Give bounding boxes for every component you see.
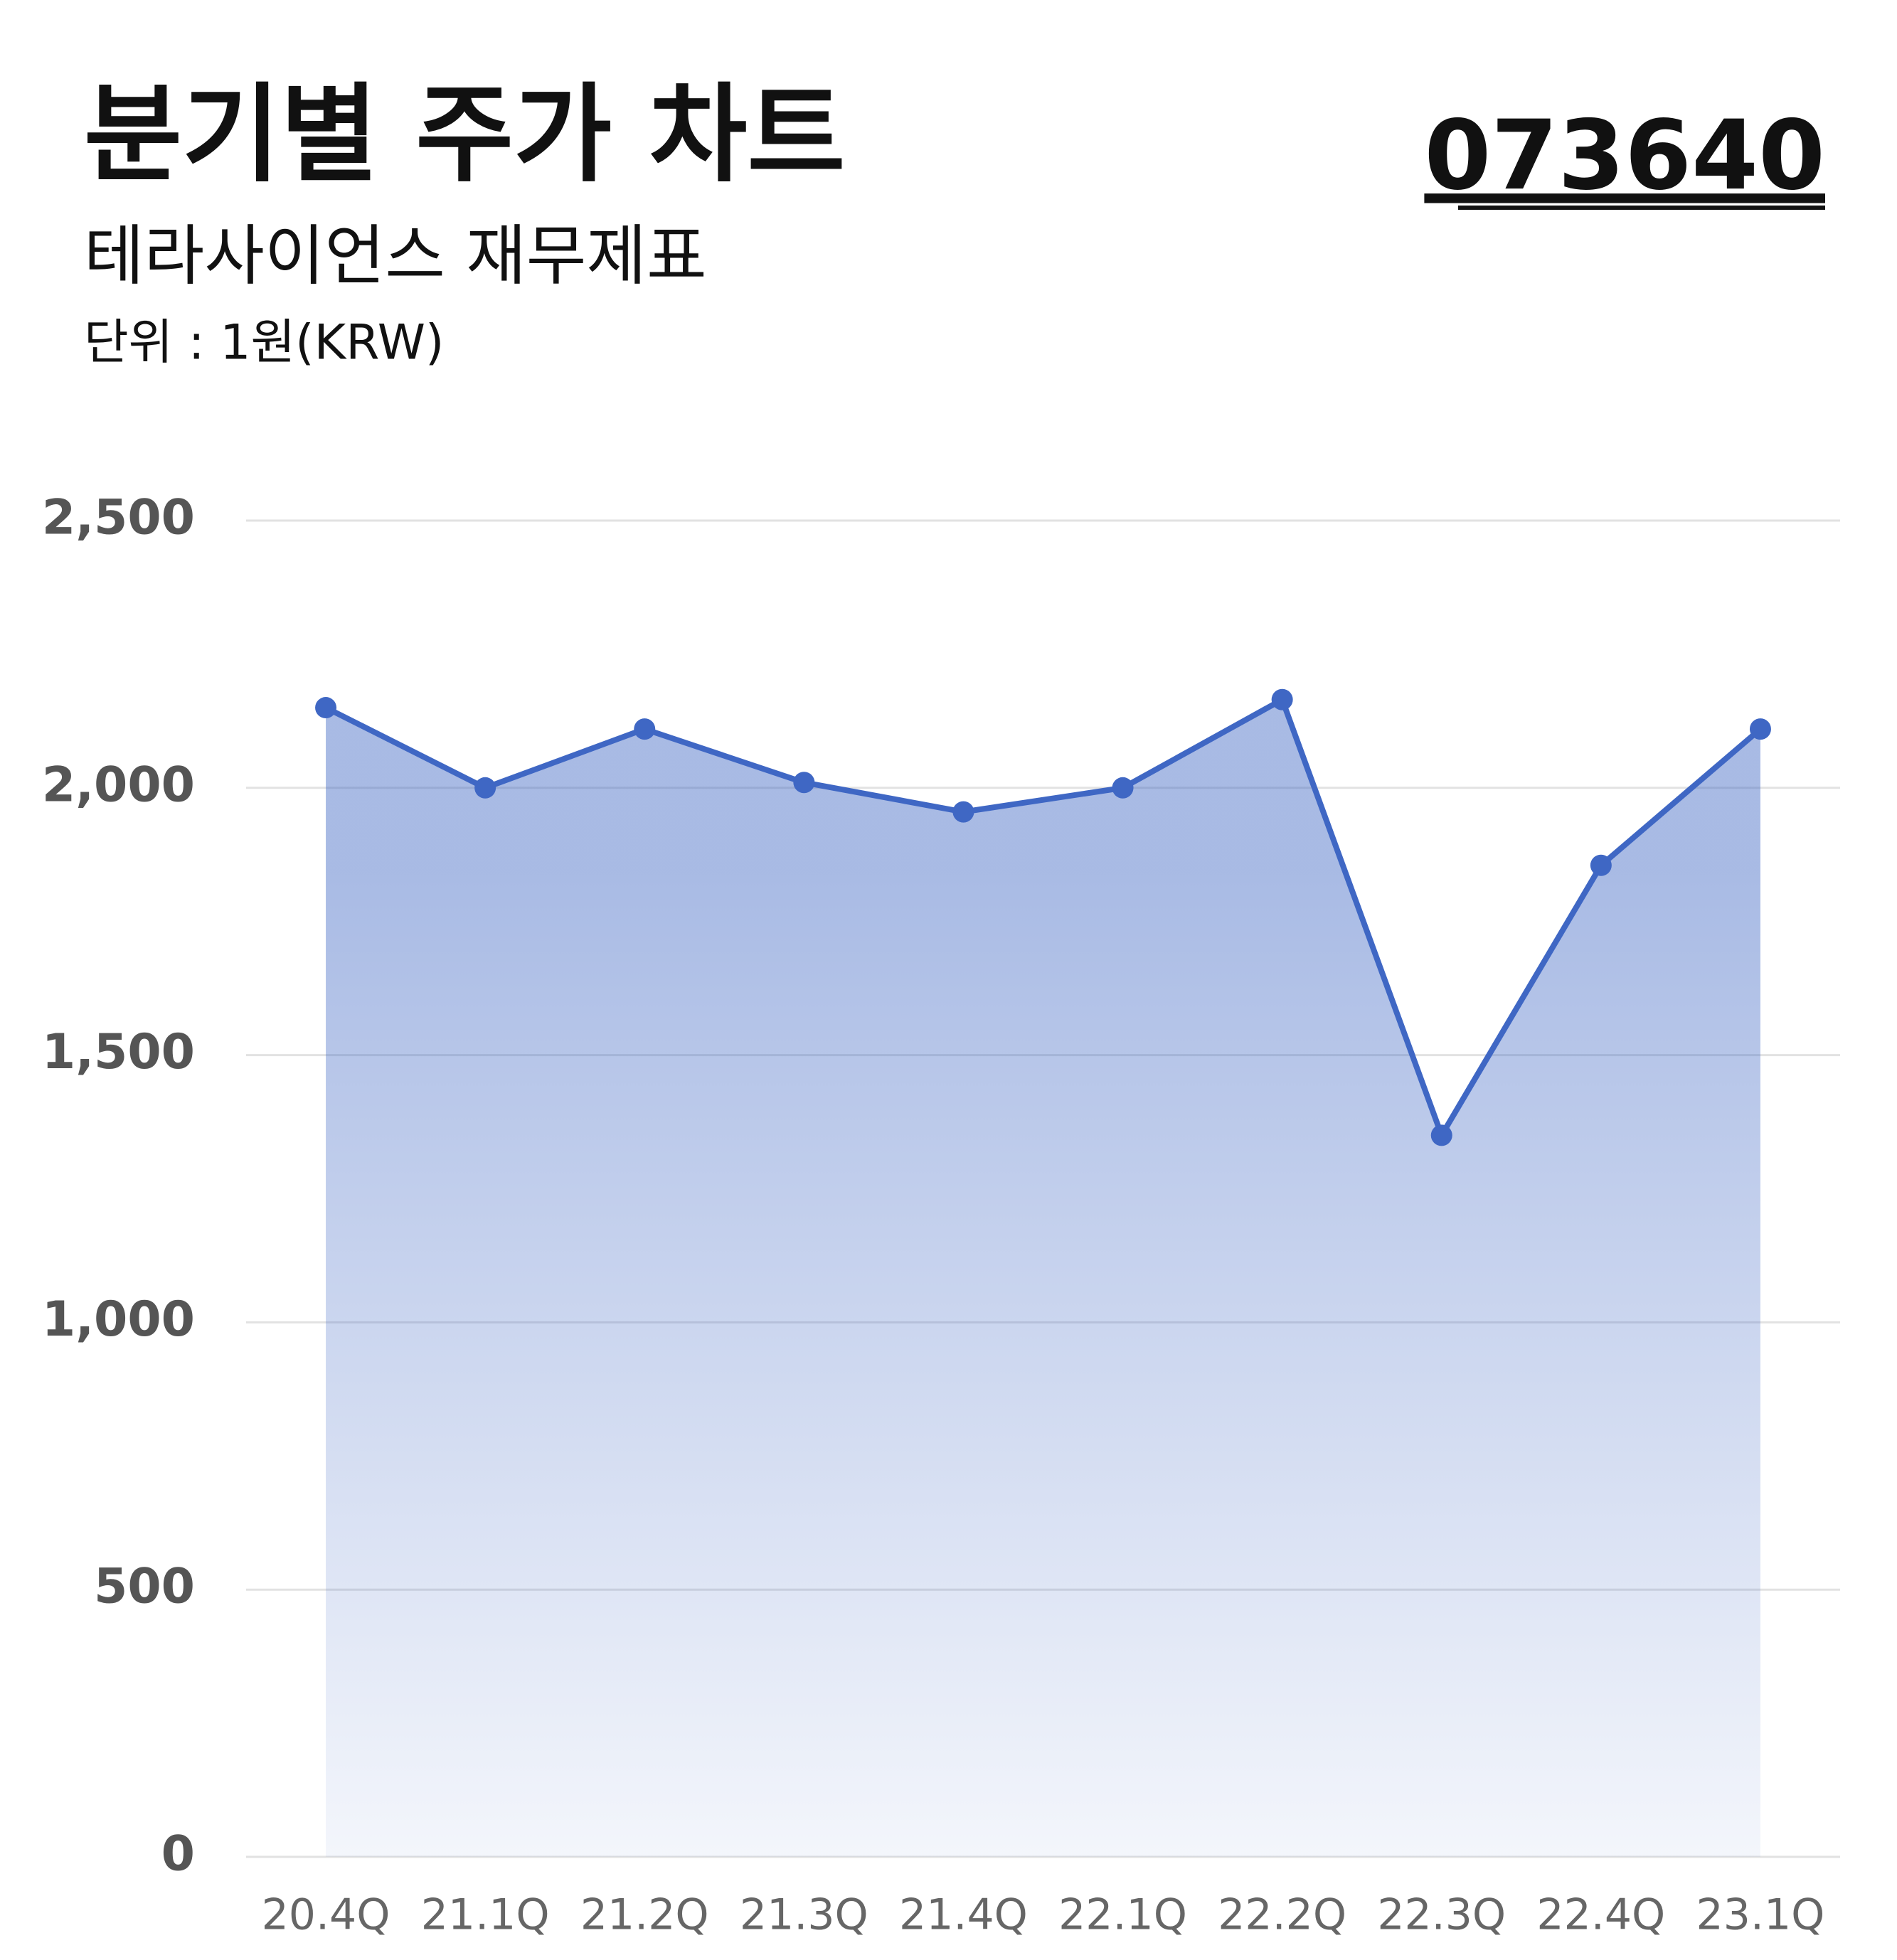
marker — [793, 772, 815, 794]
marker — [1271, 688, 1293, 710]
x-tick-label: 21.4Q — [899, 1890, 1028, 1940]
marker — [634, 718, 656, 740]
marker — [1430, 1124, 1452, 1146]
ticker: 073640 — [1424, 100, 1825, 211]
y-tick-label: 0 — [161, 1826, 195, 1882]
x-tick-label: 20.4Q — [262, 1890, 390, 1940]
marker — [1112, 777, 1134, 799]
x-tick-label: 22.2Q — [1218, 1890, 1346, 1940]
y-tick-label: 2,000 — [42, 757, 195, 813]
marker — [1590, 854, 1612, 876]
x-tick-label: 22.1Q — [1058, 1890, 1187, 1940]
y-tick-label: 500 — [94, 1559, 195, 1615]
chart-subtitle: 테라사이언스 재무제표 — [84, 218, 707, 294]
line — [324, 696, 1763, 1139]
x-tick-label: 22.4Q — [1536, 1890, 1665, 1940]
y-tick-label: 1,000 — [42, 1291, 195, 1348]
x-tick-label: 21.3Q — [740, 1890, 868, 1940]
unit-label: 단위 : 1원(KRW) — [84, 315, 444, 371]
marker — [474, 777, 496, 799]
marker — [952, 801, 974, 823]
x-tick-label: 21.1Q — [421, 1890, 550, 1940]
y-tick-label: 1,500 — [42, 1024, 195, 1080]
chart-title: 분기별 주가 차트 — [84, 73, 845, 197]
y-tick-label: 2,500 — [42, 490, 195, 546]
marker — [315, 697, 337, 719]
area — [326, 699, 1760, 1857]
marker — [1749, 718, 1771, 740]
x-tick-label: 21.2Q — [580, 1890, 709, 1940]
x-tick-label: 23.1Q — [1696, 1890, 1825, 1940]
x-tick-label: 22.3Q — [1377, 1890, 1506, 1940]
